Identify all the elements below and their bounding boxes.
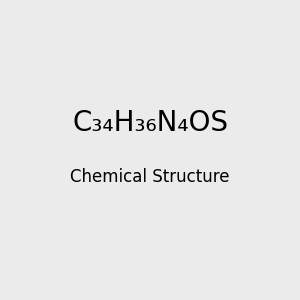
Text: C₃₄H₃₆N₄OS: C₃₄H₃₆N₄OS bbox=[72, 109, 228, 137]
Text: Chemical Structure: Chemical Structure bbox=[70, 168, 230, 186]
